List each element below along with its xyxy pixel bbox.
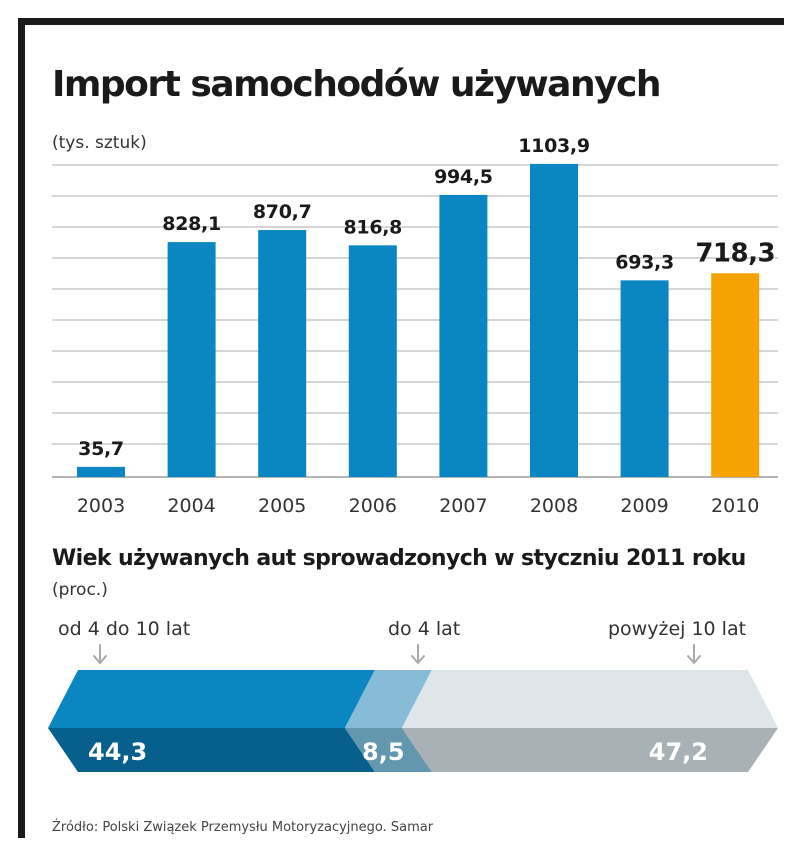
segment-value-label: 47,2: [649, 738, 708, 766]
segment-value-label: 44,3: [88, 738, 147, 766]
down-arrow-icon: [411, 644, 425, 665]
bar-value-label: 870,7: [253, 201, 312, 223]
bar-2010: [711, 273, 760, 477]
source-note: Źródło: Polski Związek Przemysłu Motoryz…: [52, 820, 434, 835]
x-tick-label: 2008: [530, 495, 578, 517]
down-arrow-icon: [687, 644, 701, 665]
frame-left-rule: [18, 18, 25, 838]
chart-title: Import samochodów używanych: [52, 64, 662, 105]
x-tick-label: 2010: [711, 495, 759, 517]
segment-bottom: [48, 728, 375, 772]
segment-bottom: [401, 728, 778, 772]
x-tick-label: 2005: [258, 495, 306, 517]
age-chart-title: Wiek używanych aut sprowadzonych w stycz…: [52, 546, 746, 571]
bar-value-label: 994,5: [434, 166, 493, 188]
segment-top: [344, 670, 432, 728]
down-arrow-icon: [93, 644, 107, 665]
bar-value-label: 718,3: [695, 238, 775, 268]
segment-top: [48, 670, 375, 728]
x-tick-label: 2009: [620, 495, 668, 517]
segment-bottom: [344, 728, 432, 772]
x-tick-label: 2006: [349, 495, 397, 517]
bar-value-label: 1103,9: [518, 135, 590, 157]
x-tick-label: 2003: [77, 495, 125, 517]
age-chart-unit-label: (proc.): [52, 580, 108, 600]
bar-2007: [439, 194, 488, 477]
bar-value-label: 816,8: [343, 216, 402, 238]
bar-2009: [620, 280, 669, 477]
frame-top-rule: [18, 18, 784, 25]
x-tick-label: 2007: [439, 495, 487, 517]
segment-value-label: 8,5: [362, 738, 405, 766]
segment-top: [401, 670, 778, 728]
bar-chart: 35,7 2003 828,1 2004 870,7 2005 816,8 2006 994,5…: [52, 135, 778, 517]
segment-label-4-10: od 4 do 10 lat: [58, 618, 191, 640]
bar-2003: [77, 466, 125, 477]
bar-2006: [348, 245, 397, 477]
bar-2004: [167, 242, 216, 477]
bar-value-label: 693,3: [615, 251, 674, 273]
x-tick-label: 2004: [167, 495, 215, 517]
chart-unit-label: (tys. sztuk): [52, 133, 147, 153]
segment-label-under-4: do 4 lat: [388, 618, 461, 640]
bar-value-label: 35,7: [78, 438, 124, 460]
bar-value-label: 828,1: [162, 213, 221, 235]
bar-2005: [258, 230, 307, 477]
bar-2008: [530, 163, 578, 478]
segment-label-over-10: powyżej 10 lat: [608, 618, 747, 640]
